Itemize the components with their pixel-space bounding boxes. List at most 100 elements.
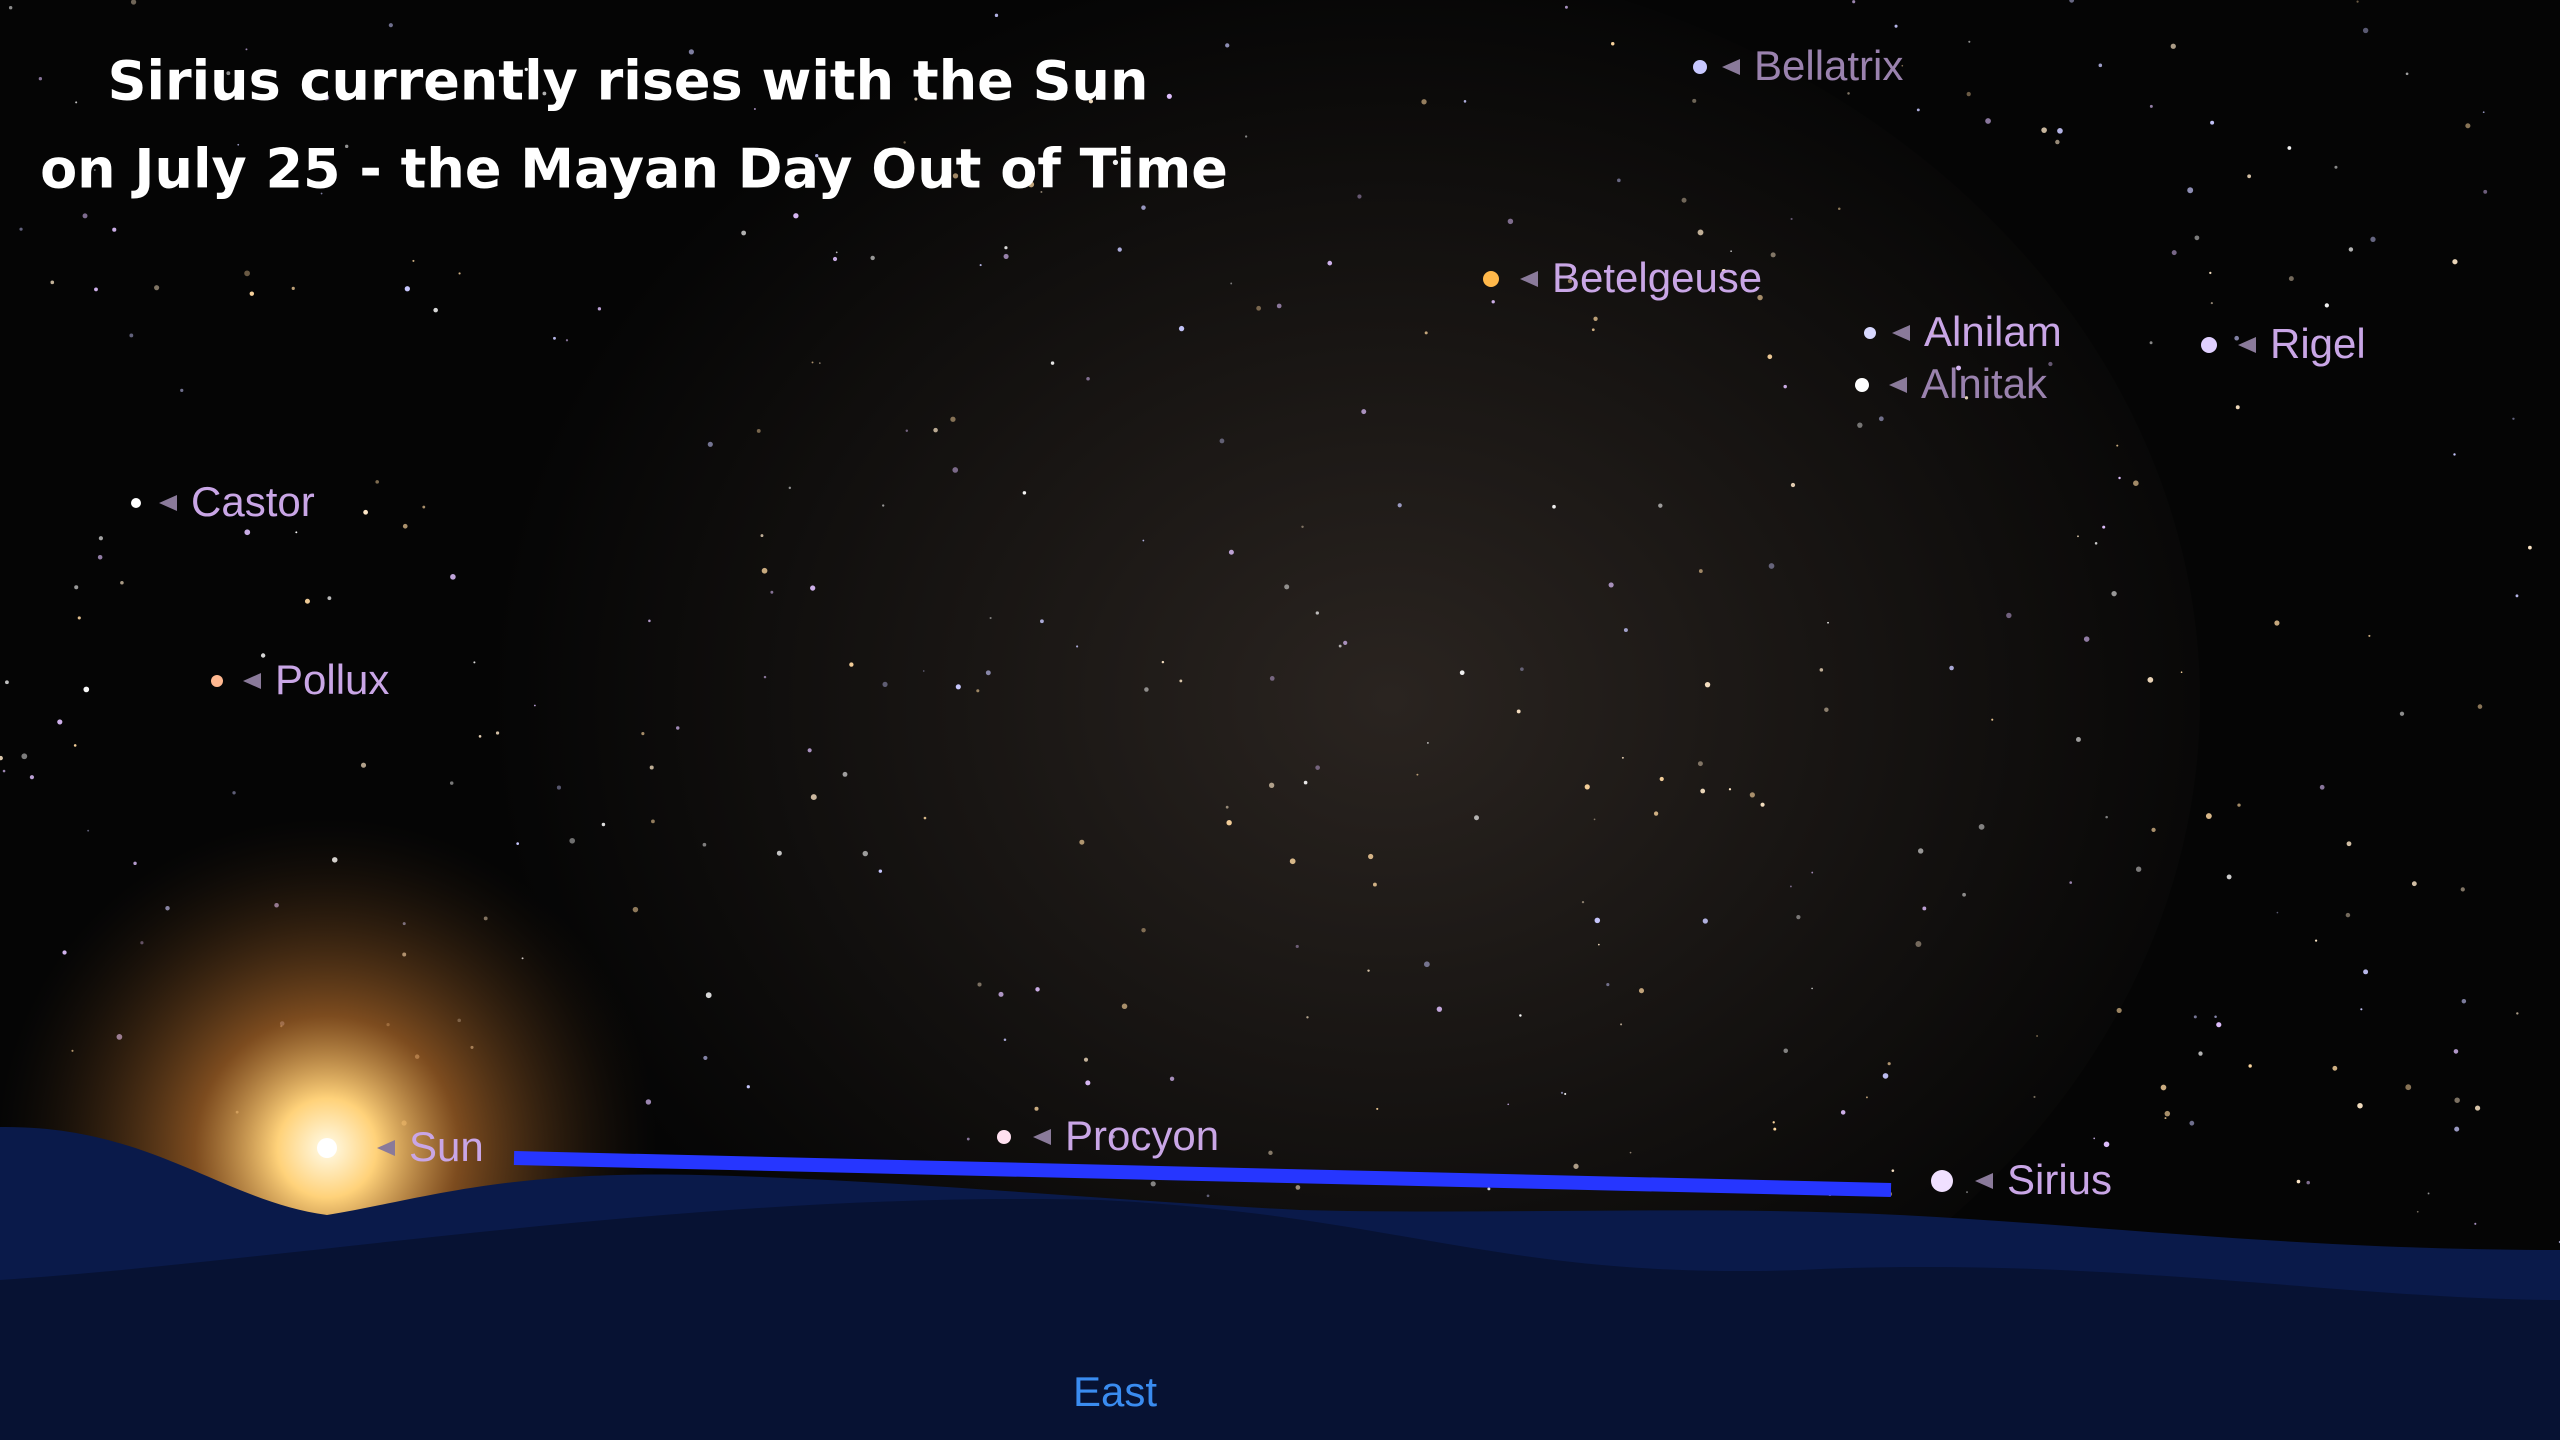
star [130,0,137,5]
star [2214,1015,2217,1019]
star [1004,246,1008,250]
star [1169,1076,1175,1081]
star [2149,341,2153,345]
star [1947,343,1950,346]
star [1315,611,1319,615]
star [1837,207,1841,211]
star [2460,887,2465,892]
star [1811,987,1813,990]
star [1086,376,1090,381]
star [2193,1015,2197,1019]
star [244,529,251,536]
star [1767,354,1773,360]
star [1659,776,1664,782]
star [1141,205,1146,210]
star [245,48,248,51]
star [1178,325,1185,332]
star [1306,1016,1309,1019]
star [1040,619,1044,624]
star [1783,1048,1789,1053]
star [2149,104,2153,108]
star [1968,40,1971,43]
star [1225,805,1229,809]
star [1301,525,1304,529]
star [707,441,713,447]
star [1581,900,1585,904]
star [29,775,35,780]
star [985,670,991,676]
star [1891,1169,1895,1172]
star [412,259,415,262]
star [1847,92,1850,95]
star [1085,1080,1091,1086]
star [819,362,821,364]
star-label: Alnitak [1921,360,2048,407]
star [569,837,576,844]
star [473,661,476,664]
star [1702,918,1708,924]
star [449,781,454,785]
star [753,108,756,111]
star [2036,1035,2038,1037]
star [2345,912,2351,918]
star [1230,282,1233,285]
star [2160,1084,2167,1091]
star [815,153,819,158]
star [180,388,184,393]
star [83,686,90,693]
star [977,982,982,987]
star [2416,1210,2419,1213]
star [1819,668,1824,672]
star [73,744,77,747]
star [77,616,81,620]
star [1376,1107,1379,1111]
star [952,467,959,473]
star [2147,676,2154,683]
star [2041,127,2047,133]
star [1459,670,1465,676]
star [2528,545,2532,550]
star-dot [1864,327,1876,339]
star [2076,737,2081,742]
star [2209,271,2212,275]
star [2515,594,2519,598]
star [1436,1006,1443,1012]
star [1424,331,1428,335]
star [2164,1110,2171,1117]
star [1035,987,1040,992]
star [433,307,438,313]
star-label: Bellatrix [1754,42,1903,89]
star [320,192,323,195]
star [966,1137,970,1141]
star [19,227,23,231]
star [2210,120,2215,125]
star [1922,906,1927,911]
star [1949,665,1954,671]
star [524,67,528,72]
star [1978,823,1985,830]
pointer-arrow [1889,377,1907,393]
pointer-arrow [2238,337,2256,353]
star [1284,584,1290,590]
pointer-arrow [1892,325,1910,341]
star [295,531,298,534]
star [38,77,43,81]
star [2454,1126,2460,1132]
star [1463,100,1467,103]
star [1421,99,1427,105]
star [2362,27,2369,34]
star [133,861,137,866]
star [2103,1141,2110,1148]
star [129,333,134,338]
star [688,49,694,55]
star [878,869,883,873]
star [1991,718,1994,721]
star [1966,1191,1968,1194]
star [989,616,992,620]
star [1427,742,1429,744]
star [82,213,88,219]
star [2,769,6,773]
star [1179,679,1183,683]
star [249,291,255,296]
